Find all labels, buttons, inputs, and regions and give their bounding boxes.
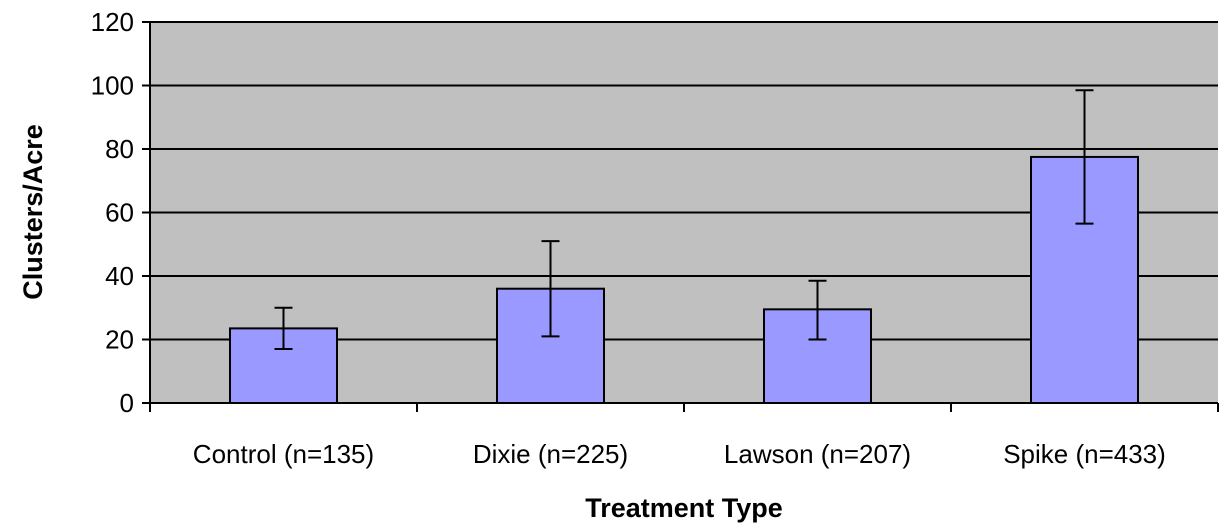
y-tick-labels: 0 20 40 60 80 100 120 — [91, 7, 134, 418]
y-tick-label: 120 — [91, 7, 134, 37]
y-axis-title: Clusters/Acre — [18, 124, 48, 300]
y-tick-label: 100 — [91, 71, 134, 101]
x-axis-title: Treatment Type — [585, 493, 783, 523]
y-tick-label: 20 — [105, 325, 134, 355]
y-tick-label: 60 — [105, 198, 134, 228]
y-tick-label: 0 — [120, 388, 134, 418]
x-tick-label: Lawson (n=207) — [724, 439, 911, 469]
x-tick-labels: Control (n=135) Dixie (n=225) Lawson (n=20… — [193, 439, 1166, 469]
y-tick-label: 40 — [105, 261, 134, 291]
error-bars — [274, 89, 1094, 351]
axes — [142, 21, 1219, 412]
y-tick-label: 80 — [105, 134, 134, 164]
x-tick-label: Dixie (n=225) — [473, 439, 628, 469]
x-tick-label: Spike (n=433) — [1003, 439, 1166, 469]
x-tick-label: Control (n=135) — [193, 439, 374, 469]
